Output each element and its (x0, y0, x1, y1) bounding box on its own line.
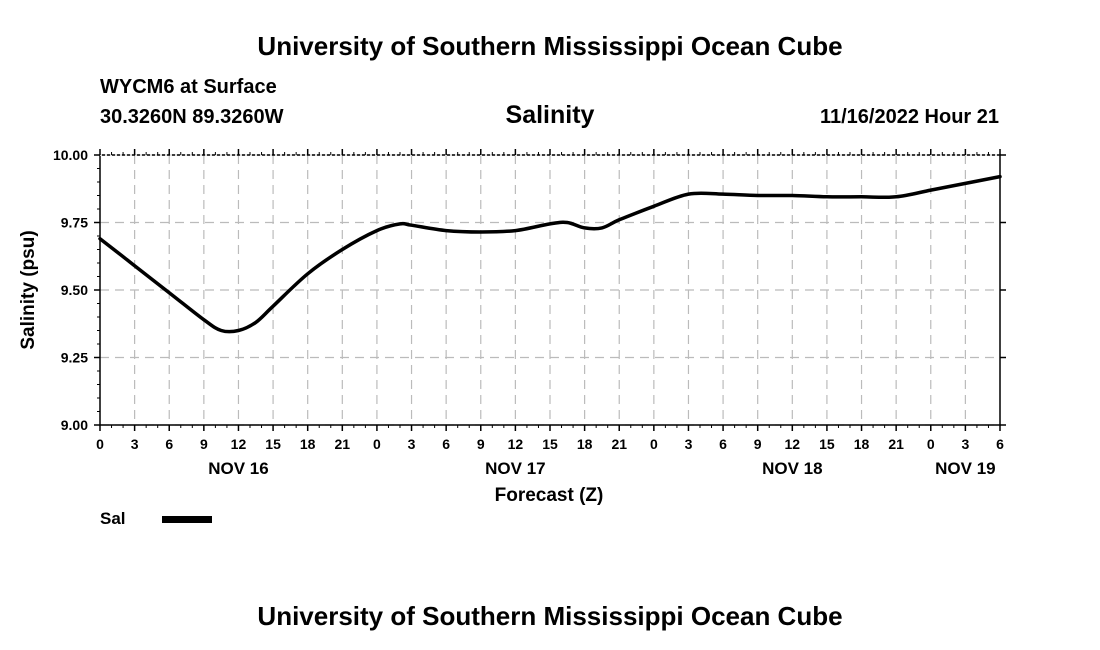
x-tick-label: 3 (408, 436, 416, 452)
station-coordinates: 30.3260N 89.3260W (100, 106, 284, 128)
x-tick-label: 18 (300, 436, 316, 452)
x-tick-label: 9 (477, 436, 485, 452)
date-label: NOV 18 (762, 459, 822, 478)
date-label: NOV 19 (935, 459, 995, 478)
chart-title: Salinity (505, 101, 595, 129)
x-tick-label: 21 (888, 436, 904, 452)
x-tick-label: 12 (231, 436, 247, 452)
y-tick-label: 9.75 (61, 215, 88, 231)
x-tick-label: 0 (927, 436, 935, 452)
legend-swatch (162, 516, 212, 523)
x-tick-label: 3 (961, 436, 969, 452)
forecast-datetime: 11/16/2022 Hour 21 (819, 106, 999, 128)
y-tick-label: 9.50 (61, 282, 88, 298)
x-tick-label: 9 (200, 436, 208, 452)
x-tick-label: 0 (650, 436, 658, 452)
station-name: WYCM6 at Surface (100, 76, 277, 98)
x-tick-label: 12 (508, 436, 524, 452)
page-title: University of Southern Mississippi Ocean… (257, 31, 843, 61)
x-tick-label: 6 (442, 436, 450, 452)
x-tick-label: 18 (854, 436, 870, 452)
y-tick-label: 9.00 (61, 417, 88, 433)
legend-label: Sal (100, 509, 126, 528)
chart-ticks: 9.00 9.25 9.50 9.75 10.00 0 3 6 9 12 15 18 21 0 3 6 9 12 1… (53, 147, 1006, 478)
x-tick-label: 0 (373, 436, 381, 452)
date-label: NOV 17 (485, 459, 545, 478)
x-tick-label: 9 (754, 436, 762, 452)
x-tick-label: 6 (719, 436, 727, 452)
x-tick-label: 3 (685, 436, 693, 452)
x-tick-label: 15 (819, 436, 835, 452)
x-tick-label: 21 (335, 436, 351, 452)
y-tick-label: 9.25 (61, 350, 88, 366)
x-axis-label: Forecast (Z) (495, 485, 604, 506)
y-tick-label: 10.00 (53, 147, 88, 163)
x-tick-label: 6 (165, 436, 173, 452)
x-tick-label: 18 (577, 436, 593, 452)
date-label: NOV 16 (208, 459, 268, 478)
y-axis-label: Salinity (psu) (18, 230, 39, 349)
x-tick-label: 0 (96, 436, 104, 452)
footer-title: University of Southern Mississippi Ocean… (257, 601, 843, 631)
x-tick-label: 21 (611, 436, 627, 452)
series-line-sal (98, 174, 1002, 334)
x-tick-label: 3 (131, 436, 139, 452)
x-tick-label: 15 (542, 436, 558, 452)
x-tick-label: 12 (785, 436, 801, 452)
x-tick-label: 15 (265, 436, 281, 452)
chart-series (98, 174, 1002, 334)
x-tick-label: 6 (996, 436, 1004, 452)
